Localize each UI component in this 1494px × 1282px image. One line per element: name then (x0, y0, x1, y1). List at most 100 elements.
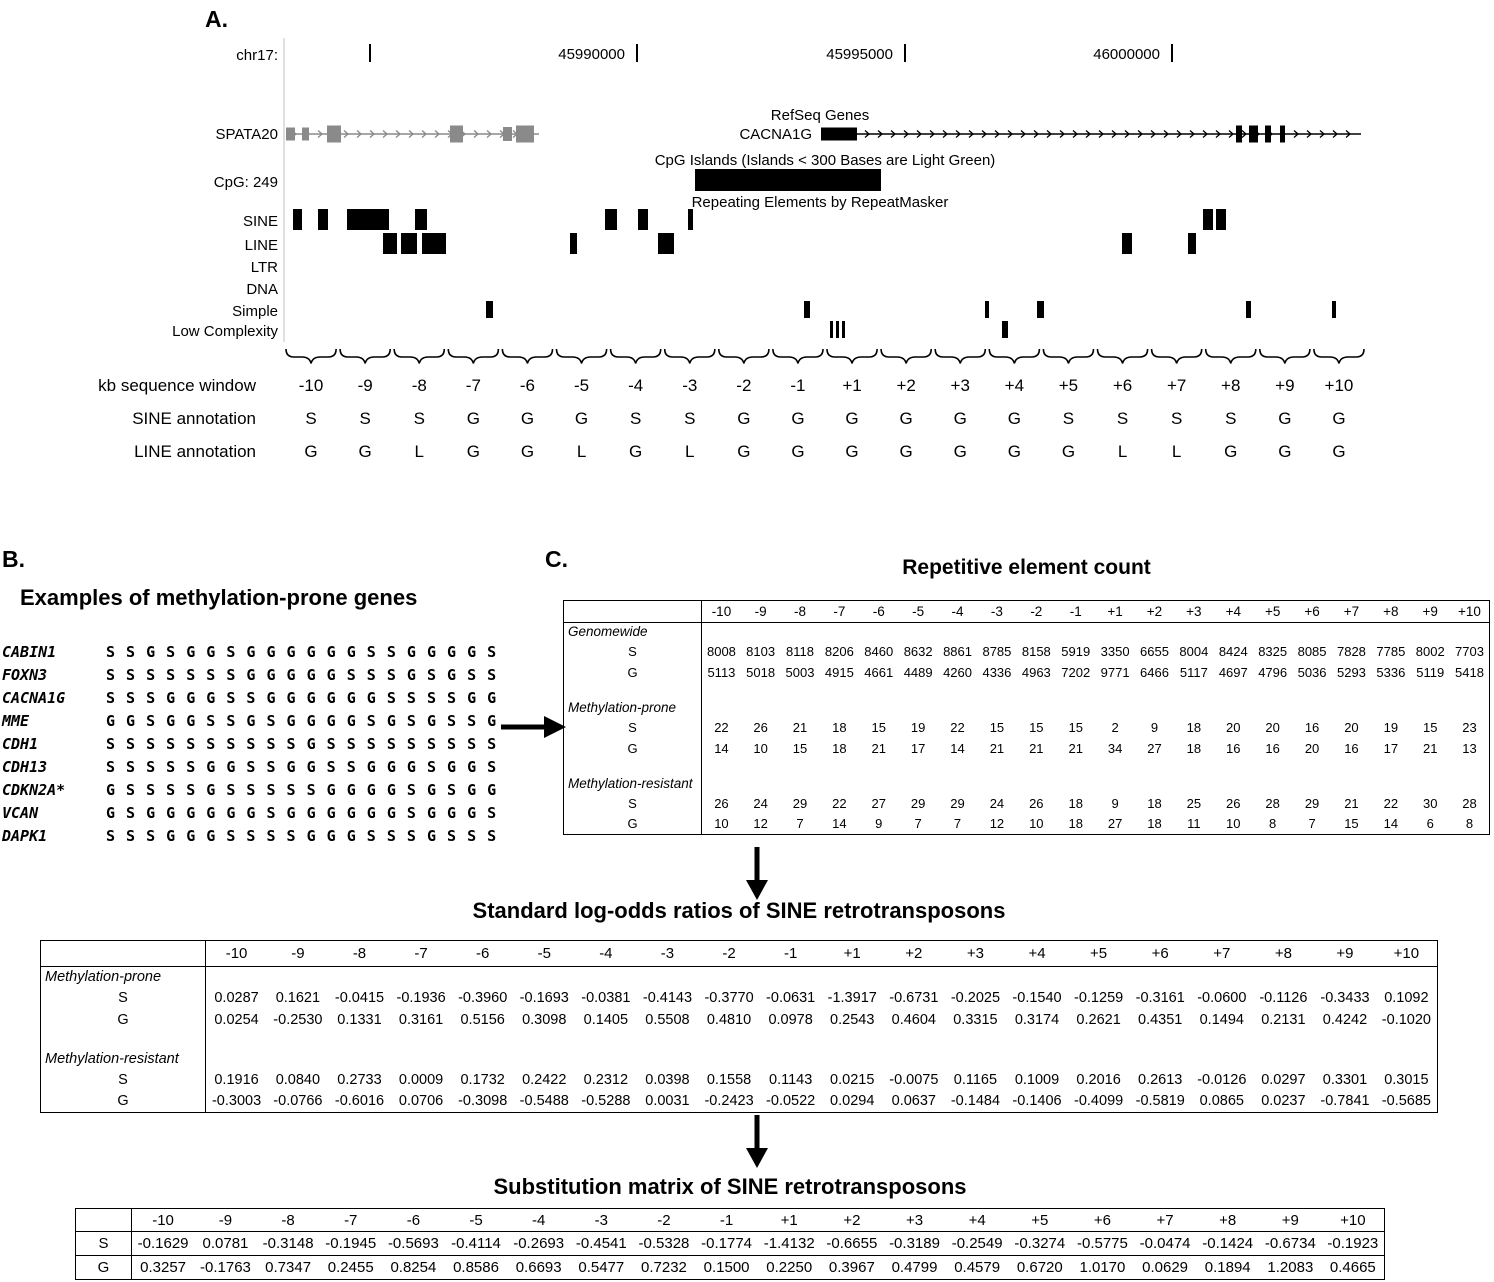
log-odds-table: -10 -9 -8 -7 -6 -5 -4 -3 -2 -1 +1 +2 +3 +4 +5 +6 +7 +8 +9 +… (40, 940, 1438, 1113)
table-cell: 5119 (1416, 664, 1445, 680)
table-cell: 0.1165 (953, 1071, 998, 1088)
track-label: LTR (251, 259, 278, 276)
table-cell: 8103 (746, 643, 776, 659)
gene-direction-chevron (1215, 130, 1221, 138)
gene-exon (286, 127, 295, 141)
table-cell: 12 (753, 816, 768, 832)
window-position-label: +5 (1059, 376, 1078, 395)
table-cell: 3350 (1100, 643, 1130, 659)
group-row: Methylation-prone (563, 698, 1490, 717)
row-label: G (563, 737, 702, 759)
table-cell: 4697 (1218, 664, 1248, 680)
table-cell: 18 (832, 740, 847, 756)
table-cell: 21 (1344, 795, 1359, 811)
table-cell: -0.2025 (950, 989, 1001, 1006)
group-row: Methylation-resistant (563, 774, 1490, 793)
table-cell: 7703 (1455, 643, 1484, 659)
table-cell: 15 (1344, 816, 1359, 832)
table-row: S 0.1916 0.0840 0.2733 0.0009 0.1732 0.2422 0.2… (40, 1068, 1438, 1091)
window-position-label: +6 (1113, 376, 1132, 395)
arrow-right-icon (501, 716, 566, 738)
column-header: -5 (469, 1211, 483, 1229)
gene-direction-chevron (1137, 130, 1143, 138)
table-cell: -0.4541 (575, 1235, 627, 1252)
gene-direction-chevron (955, 130, 961, 138)
column-header: +2 (1146, 604, 1163, 619)
window-brace (1259, 348, 1311, 364)
table-cell: -1.4132 (763, 1235, 815, 1252)
repeat-element-box (842, 321, 845, 338)
table-cell: 0.4604 (891, 1011, 936, 1028)
column-header: +9 (1281, 1211, 1299, 1229)
table-cell: 20 (1265, 719, 1280, 735)
window-position-label: -10 (299, 376, 324, 395)
table-cell: 16 (1304, 719, 1320, 735)
track-label: LINE (245, 237, 278, 254)
table-cell: 4963 (1021, 664, 1051, 680)
column-header: -2 (722, 945, 736, 962)
group-label: Methylation-prone (40, 966, 206, 987)
line-annotation-letter: L (577, 442, 586, 461)
group-label: Genomewide (563, 622, 702, 641)
column-header: -6 (406, 1211, 421, 1229)
table-cell: -0.3433 (1320, 989, 1370, 1006)
gene-annotation-pattern: S S S S S S S S S S G S S S S S S S S S (106, 734, 498, 753)
table-cell: 0.0009 (398, 1071, 444, 1088)
table-cell: 0.5508 (645, 1011, 690, 1028)
group-row: Methylation-resistant (40, 1048, 1438, 1069)
repeatmasker-title: Repeating Elements by RepeatMasker (692, 194, 949, 211)
repeat-element-box (347, 209, 389, 230)
repeat-element-box (401, 233, 417, 254)
table-cell: 14 (950, 740, 965, 756)
repetitive-element-count-table: -10 -9 -8 -7 -6 -5 -4 -3 -2 -1 +1 +2 +3 +4 +5 +6 +7 +8 +9 +… (563, 600, 1490, 835)
table-cell: -0.5819 (1135, 1093, 1185, 1110)
table-cell: 14 (714, 740, 729, 756)
table-cell: 14 (1383, 816, 1399, 832)
table-cell: -0.1540 (1012, 989, 1062, 1006)
row-label: G (75, 1255, 132, 1280)
repeat-element-box (638, 209, 648, 230)
table-cell: 0.6720 (1016, 1259, 1063, 1276)
table-cell: 0.0781 (202, 1235, 249, 1252)
substitution-matrix-table-wrap: -10 -9 -8 -7 -6 -5 -4 -3 -2 -1 +1 +2 +3 +4 +5 +6 +7 +8 +9 +… (75, 1208, 1385, 1280)
gene-direction-chevron (1111, 130, 1117, 138)
table-cell: 0.1494 (1199, 1011, 1244, 1028)
table-cell: 0.4799 (891, 1259, 938, 1276)
column-header: +10 (1393, 945, 1420, 962)
table-cell: 0.0706 (398, 1093, 444, 1110)
sine-annotation-letter: G (467, 409, 480, 428)
table-cell: 5117 (1179, 664, 1208, 680)
log-odds-title: Standard log-odds ratios of SINE retrotr… (472, 898, 1006, 923)
column-header: +10 (1458, 604, 1481, 619)
table-cell: 24 (753, 795, 768, 811)
table-cell: -0.1484 (950, 1093, 1001, 1110)
table-cell: 5919 (1061, 643, 1091, 659)
table-cell: 22 (950, 719, 965, 735)
table-cell: 0.4351 (1138, 1011, 1183, 1028)
table-cell: 0.4242 (1322, 1011, 1368, 1028)
window-brace (339, 348, 391, 364)
table-cell: 18 (832, 719, 847, 735)
gene-direction-chevron (1072, 130, 1078, 138)
table-cell: 6 (1426, 816, 1434, 832)
line-annotation-letter: G (845, 442, 858, 461)
window-position-label: -9 (358, 376, 373, 395)
table-cell: 5418 (1455, 664, 1484, 680)
window-position-label: +4 (1005, 376, 1024, 395)
table-cell: 9 (1111, 795, 1119, 811)
gene-direction-chevron (1306, 130, 1312, 138)
repeat-element-box (1246, 301, 1251, 318)
table-cell: -0.5693 (387, 1235, 439, 1252)
table-cell: 0.0215 (830, 1071, 875, 1088)
gene-direction-chevron (1046, 130, 1052, 138)
line-annotation-letter: G (304, 442, 317, 461)
cpg-track-label: CpG: 249 (214, 174, 278, 191)
table-cell: -0.0126 (1197, 1071, 1247, 1088)
table-cell: 0.1009 (1014, 1071, 1060, 1088)
table-cell: 22 (832, 795, 847, 811)
table-cell: -0.3161 (1135, 989, 1185, 1006)
table-cell: 0.4665 (1329, 1259, 1376, 1276)
window-brace (393, 348, 446, 364)
line-annotation-row-label: LINE annotation (134, 442, 256, 461)
group-row: Genomewide (563, 622, 1490, 641)
